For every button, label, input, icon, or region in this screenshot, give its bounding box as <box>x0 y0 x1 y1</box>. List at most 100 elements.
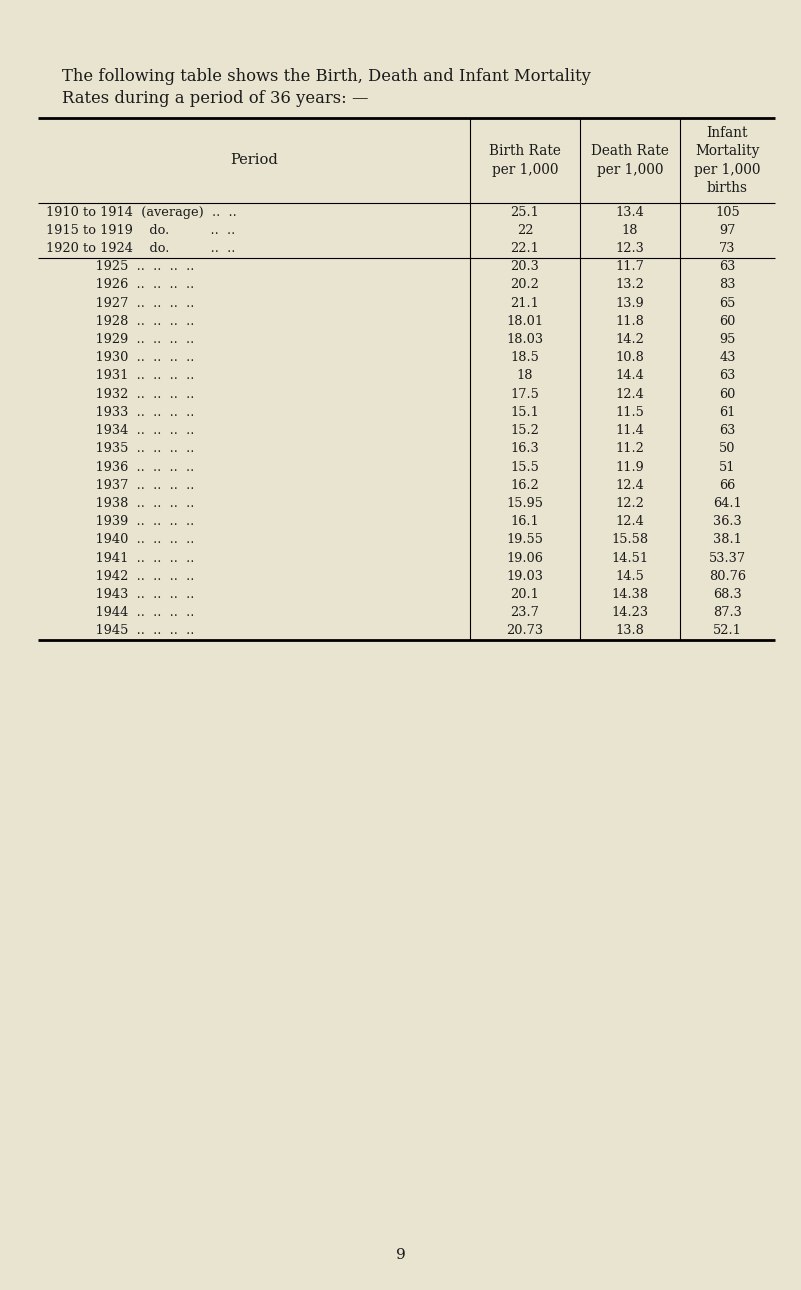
Text: 14.38: 14.38 <box>611 588 649 601</box>
Text: 105: 105 <box>715 205 740 218</box>
Text: 15.58: 15.58 <box>611 533 649 547</box>
Text: 1943  ..  ..  ..  ..: 1943 .. .. .. .. <box>46 588 195 601</box>
Text: 25.1: 25.1 <box>510 205 539 218</box>
Text: 12.4: 12.4 <box>615 479 645 491</box>
Text: 1910 to 1914  (average)  ..  ..: 1910 to 1914 (average) .. .. <box>46 205 237 218</box>
Text: 1945  ..  ..  ..  ..: 1945 .. .. .. .. <box>46 624 195 637</box>
Text: 63: 63 <box>719 261 735 273</box>
Text: 12.2: 12.2 <box>615 497 645 510</box>
Text: 18.03: 18.03 <box>506 333 544 346</box>
Text: 36.3: 36.3 <box>713 515 742 528</box>
Text: 15.95: 15.95 <box>506 497 544 510</box>
Text: 1932  ..  ..  ..  ..: 1932 .. .. .. .. <box>46 388 195 401</box>
Text: 11.2: 11.2 <box>615 442 645 455</box>
Text: 14.51: 14.51 <box>611 552 649 565</box>
Text: 16.3: 16.3 <box>510 442 539 455</box>
Text: 1934  ..  ..  ..  ..: 1934 .. .. .. .. <box>46 424 195 437</box>
Text: 1941  ..  ..  ..  ..: 1941 .. .. .. .. <box>46 552 195 565</box>
Text: 19.03: 19.03 <box>506 570 544 583</box>
Text: 10.8: 10.8 <box>615 351 645 364</box>
Text: Infant
Mortality
per 1,000
births: Infant Mortality per 1,000 births <box>694 126 761 195</box>
Text: 14.5: 14.5 <box>615 570 645 583</box>
Text: 20.73: 20.73 <box>506 624 544 637</box>
Text: 9: 9 <box>396 1247 406 1262</box>
Text: 13.9: 13.9 <box>616 297 644 310</box>
Text: 1940  ..  ..  ..  ..: 1940 .. .. .. .. <box>46 533 195 547</box>
Text: 11.5: 11.5 <box>615 406 645 419</box>
Text: 1929  ..  ..  ..  ..: 1929 .. .. .. .. <box>46 333 195 346</box>
Text: 14.4: 14.4 <box>615 369 645 382</box>
Text: 19.06: 19.06 <box>506 552 543 565</box>
Text: Death Rate
per 1,000: Death Rate per 1,000 <box>591 144 669 177</box>
Text: 66: 66 <box>719 479 735 491</box>
Text: 1926  ..  ..  ..  ..: 1926 .. .. .. .. <box>46 279 195 292</box>
Text: 13.4: 13.4 <box>615 205 645 218</box>
Text: 1936  ..  ..  ..  ..: 1936 .. .. .. .. <box>46 461 195 473</box>
Text: 15.1: 15.1 <box>510 406 539 419</box>
Text: 1931  ..  ..  ..  ..: 1931 .. .. .. .. <box>46 369 195 382</box>
Text: 11.7: 11.7 <box>615 261 645 273</box>
Text: 73: 73 <box>719 243 736 255</box>
Text: 22: 22 <box>517 223 533 237</box>
Text: 15.5: 15.5 <box>510 461 539 473</box>
Text: 23.7: 23.7 <box>510 606 539 619</box>
Text: 95: 95 <box>719 333 735 346</box>
Text: 52.1: 52.1 <box>713 624 742 637</box>
Text: 53.37: 53.37 <box>709 552 746 565</box>
Text: 11.4: 11.4 <box>615 424 645 437</box>
Text: 1942  ..  ..  ..  ..: 1942 .. .. .. .. <box>46 570 195 583</box>
Text: 63: 63 <box>719 424 735 437</box>
Text: 19.55: 19.55 <box>506 533 544 547</box>
Text: 43: 43 <box>719 351 736 364</box>
Text: The following table shows the Birth, Death and Infant Mortality: The following table shows the Birth, Dea… <box>62 68 591 85</box>
Text: 61: 61 <box>719 406 735 419</box>
Text: Birth Rate
per 1,000: Birth Rate per 1,000 <box>489 144 561 177</box>
Text: Rates during a period of 36 years: —: Rates during a period of 36 years: — <box>62 90 368 107</box>
Text: 80.76: 80.76 <box>709 570 746 583</box>
Text: 51: 51 <box>719 461 736 473</box>
Text: 18: 18 <box>517 369 533 382</box>
Text: 1927  ..  ..  ..  ..: 1927 .. .. .. .. <box>46 297 195 310</box>
Text: 12.3: 12.3 <box>615 243 645 255</box>
Text: 1915 to 1919    do.          ..  ..: 1915 to 1919 do. .. .. <box>46 223 235 237</box>
Text: 1937  ..  ..  ..  ..: 1937 .. .. .. .. <box>46 479 195 491</box>
Text: 11.8: 11.8 <box>615 315 645 328</box>
Text: 20.1: 20.1 <box>510 588 539 601</box>
Text: 1920 to 1924    do.          ..  ..: 1920 to 1924 do. .. .. <box>46 243 235 255</box>
Text: 65: 65 <box>719 297 735 310</box>
Text: 1930  ..  ..  ..  ..: 1930 .. .. .. .. <box>46 351 195 364</box>
Text: 13.8: 13.8 <box>615 624 645 637</box>
Text: 16.1: 16.1 <box>510 515 539 528</box>
Text: 14.23: 14.23 <box>611 606 649 619</box>
Text: 17.5: 17.5 <box>510 388 539 401</box>
Text: 1933  ..  ..  ..  ..: 1933 .. .. .. .. <box>46 406 195 419</box>
Text: 20.2: 20.2 <box>510 279 539 292</box>
Text: 1944  ..  ..  ..  ..: 1944 .. .. .. .. <box>46 606 195 619</box>
Text: 21.1: 21.1 <box>510 297 539 310</box>
Text: 15.2: 15.2 <box>510 424 539 437</box>
Text: 50: 50 <box>719 442 736 455</box>
Text: 18: 18 <box>622 223 638 237</box>
Text: 1935  ..  ..  ..  ..: 1935 .. .. .. .. <box>46 442 195 455</box>
Text: 18.5: 18.5 <box>510 351 539 364</box>
Text: 14.2: 14.2 <box>615 333 645 346</box>
Text: 20.3: 20.3 <box>510 261 539 273</box>
Text: Period: Period <box>230 154 278 168</box>
Text: 87.3: 87.3 <box>713 606 742 619</box>
Text: 38.1: 38.1 <box>713 533 742 547</box>
Text: 68.3: 68.3 <box>713 588 742 601</box>
Text: 1928  ..  ..  ..  ..: 1928 .. .. .. .. <box>46 315 195 328</box>
Text: 63: 63 <box>719 369 735 382</box>
Text: 1939  ..  ..  ..  ..: 1939 .. .. .. .. <box>46 515 195 528</box>
Text: 97: 97 <box>719 223 735 237</box>
Text: 60: 60 <box>719 315 735 328</box>
Text: 13.2: 13.2 <box>615 279 645 292</box>
Text: 16.2: 16.2 <box>510 479 539 491</box>
Text: 83: 83 <box>719 279 736 292</box>
Text: 1938  ..  ..  ..  ..: 1938 .. .. .. .. <box>46 497 195 510</box>
Text: 12.4: 12.4 <box>615 388 645 401</box>
Text: 22.1: 22.1 <box>510 243 539 255</box>
Text: 12.4: 12.4 <box>615 515 645 528</box>
Text: 18.01: 18.01 <box>506 315 544 328</box>
Text: 64.1: 64.1 <box>713 497 742 510</box>
